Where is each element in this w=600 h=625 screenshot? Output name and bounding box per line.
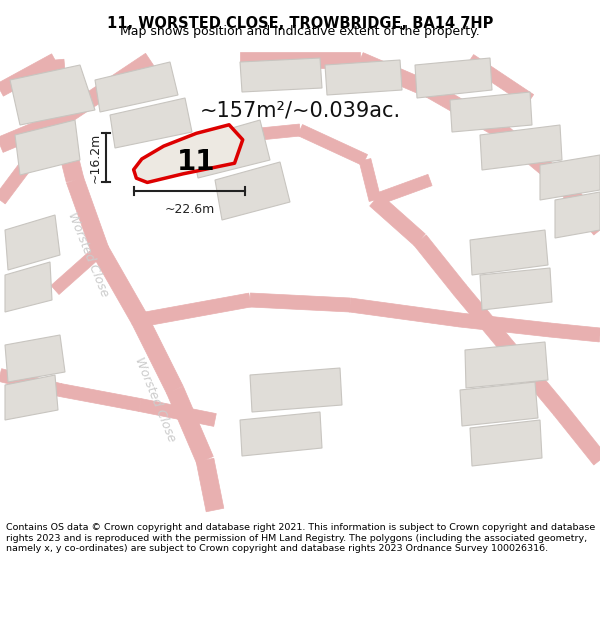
Polygon shape	[550, 323, 600, 342]
Polygon shape	[95, 62, 178, 112]
Polygon shape	[240, 52, 360, 68]
Polygon shape	[454, 285, 516, 355]
Polygon shape	[480, 125, 562, 170]
Polygon shape	[5, 375, 58, 420]
Polygon shape	[5, 262, 52, 312]
Text: ~22.6m: ~22.6m	[164, 203, 215, 216]
Polygon shape	[0, 116, 65, 204]
Polygon shape	[240, 412, 322, 456]
Polygon shape	[139, 399, 216, 426]
Polygon shape	[15, 120, 80, 175]
Polygon shape	[480, 268, 552, 310]
Polygon shape	[199, 124, 301, 146]
Polygon shape	[5, 215, 60, 270]
Polygon shape	[110, 98, 192, 148]
Polygon shape	[46, 59, 69, 121]
Text: 11, WORSTED CLOSE, TROWBRIDGE, BA14 7HP: 11, WORSTED CLOSE, TROWBRIDGE, BA14 7HP	[107, 16, 493, 31]
Text: Worsted Close: Worsted Close	[132, 356, 178, 444]
Polygon shape	[414, 235, 466, 295]
Polygon shape	[298, 124, 368, 166]
Polygon shape	[0, 54, 58, 96]
Polygon shape	[51, 246, 104, 294]
Polygon shape	[495, 124, 565, 186]
Polygon shape	[554, 175, 600, 235]
Polygon shape	[92, 246, 148, 324]
Polygon shape	[0, 369, 62, 396]
Polygon shape	[134, 125, 243, 182]
Polygon shape	[0, 112, 63, 152]
Polygon shape	[215, 162, 290, 220]
Polygon shape	[67, 177, 109, 253]
Polygon shape	[5, 335, 65, 382]
Polygon shape	[470, 230, 548, 275]
Text: Map shows position and indicative extent of the property.: Map shows position and indicative extent…	[120, 24, 480, 38]
Polygon shape	[349, 298, 461, 327]
Polygon shape	[139, 293, 251, 327]
Polygon shape	[459, 313, 551, 337]
Polygon shape	[554, 405, 600, 465]
Text: ~157m²/~0.039ac.: ~157m²/~0.039ac.	[199, 100, 401, 120]
Polygon shape	[196, 458, 224, 512]
Polygon shape	[450, 92, 532, 132]
Polygon shape	[470, 420, 542, 466]
Polygon shape	[250, 293, 350, 312]
Text: ~16.2m: ~16.2m	[88, 132, 101, 183]
Polygon shape	[59, 384, 141, 411]
Polygon shape	[373, 174, 432, 206]
Polygon shape	[359, 159, 381, 201]
Polygon shape	[460, 382, 538, 426]
Text: Worsted Close: Worsted Close	[65, 211, 111, 299]
Polygon shape	[325, 60, 402, 95]
Polygon shape	[190, 120, 270, 178]
Polygon shape	[10, 65, 95, 125]
Polygon shape	[555, 192, 600, 238]
Polygon shape	[56, 53, 154, 127]
Text: Contains OS data © Crown copyright and database right 2021. This information is : Contains OS data © Crown copyright and d…	[6, 523, 595, 553]
Polygon shape	[357, 52, 433, 98]
Polygon shape	[370, 194, 425, 246]
Text: 11: 11	[176, 148, 215, 176]
Polygon shape	[240, 58, 322, 92]
Polygon shape	[51, 118, 84, 182]
Polygon shape	[132, 316, 183, 394]
Polygon shape	[540, 155, 600, 200]
Polygon shape	[415, 58, 492, 98]
Polygon shape	[250, 368, 342, 412]
Polygon shape	[466, 54, 533, 106]
Polygon shape	[504, 345, 566, 415]
Polygon shape	[426, 83, 504, 137]
Polygon shape	[167, 386, 213, 464]
Polygon shape	[465, 342, 548, 388]
